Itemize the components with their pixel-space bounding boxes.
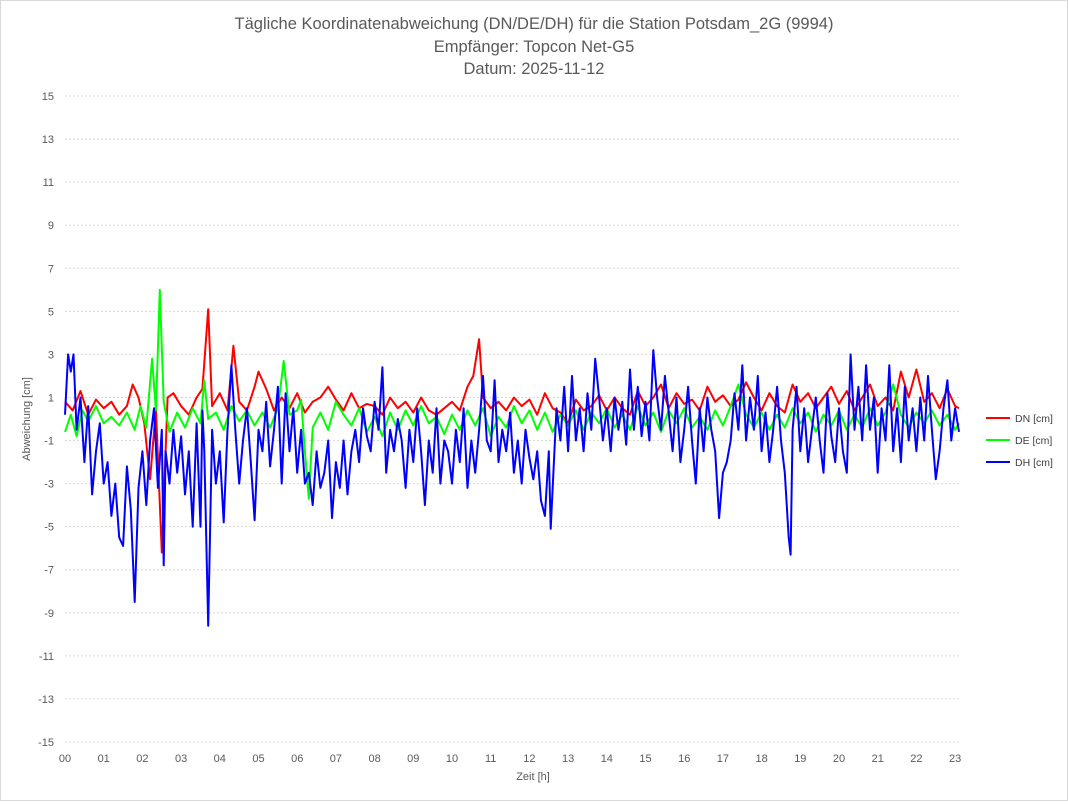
x-tick-label: 15 <box>639 753 651 765</box>
legend-label: DH [cm] <box>1015 457 1053 469</box>
y-axis-label: Abweichung [cm] <box>21 377 33 461</box>
x-tick-label: 08 <box>368 753 380 765</box>
y-tick-label: 15 <box>42 91 54 103</box>
x-tick-label: 14 <box>601 753 613 765</box>
y-tick-label: -5 <box>44 522 54 534</box>
x-tick-label: 07 <box>330 753 342 765</box>
series-line-dn <box>64 308 960 554</box>
y-tick-label: 5 <box>48 306 54 318</box>
legend-label: DE [cm] <box>1015 435 1052 447</box>
x-tick-label: 17 <box>717 753 729 765</box>
legend-label: DN [cm] <box>1015 413 1053 425</box>
x-tick-label: 16 <box>678 753 690 765</box>
x-tick-label: 23 <box>949 753 961 765</box>
chart-title-line-3: Datum: 2025-11-12 <box>464 60 605 78</box>
chart-title-line-2: Empfänger: Topcon Net-G5 <box>434 38 635 56</box>
y-tick-label: -11 <box>39 651 54 663</box>
x-tick-label: 11 <box>485 753 496 765</box>
x-tick-label: 03 <box>175 753 187 765</box>
y-tick-label: 7 <box>48 263 54 275</box>
x-tick-label: 21 <box>872 753 884 765</box>
y-tick-label: -15 <box>38 737 54 749</box>
x-tick-label: 22 <box>910 753 922 765</box>
chart-title-group: Tägliche Koordinatenabweichung (DN/DE/DH… <box>235 15 834 78</box>
x-tick-label: 12 <box>523 753 535 765</box>
x-tick-label: 01 <box>98 753 110 765</box>
x-tick-label: 05 <box>252 753 264 765</box>
x-tick-label: 20 <box>833 753 845 765</box>
y-tick-label: -1 <box>44 436 54 448</box>
x-tick-label: 13 <box>562 753 574 765</box>
x-tick-label: 19 <box>794 753 806 765</box>
y-tick-label: 9 <box>48 220 54 232</box>
x-tick-label: 18 <box>755 753 767 765</box>
y-tick-label: -13 <box>38 694 54 706</box>
x-tick-label: 02 <box>136 753 148 765</box>
y-tick-label: 13 <box>42 134 54 146</box>
series-line-dh <box>64 349 960 627</box>
x-axis-label: Zeit [h] <box>516 771 550 783</box>
y-tick-label: -7 <box>44 565 54 577</box>
x-tick-label: 06 <box>291 753 303 765</box>
legend: DN [cm] DE [cm] DH [cm] <box>986 413 1053 469</box>
y-tick-label: 11 <box>43 177 54 189</box>
y-tick-label: 3 <box>48 349 54 361</box>
chart-title-line-1: Tägliche Koordinatenabweichung (DN/DE/DH… <box>235 15 834 33</box>
y-tick-label: -9 <box>44 608 54 620</box>
x-tick-label: 00 <box>59 753 71 765</box>
x-tick-label: 04 <box>214 753 226 765</box>
y-tick-label: -3 <box>44 479 54 491</box>
x-tick-label: 10 <box>446 753 458 765</box>
y-tick-label: 1 <box>48 392 54 404</box>
x-tick-label: 09 <box>407 753 419 765</box>
